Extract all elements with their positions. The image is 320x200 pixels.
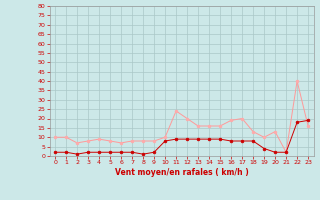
X-axis label: Vent moyen/en rafales ( km/h ): Vent moyen/en rafales ( km/h ) — [115, 168, 248, 177]
